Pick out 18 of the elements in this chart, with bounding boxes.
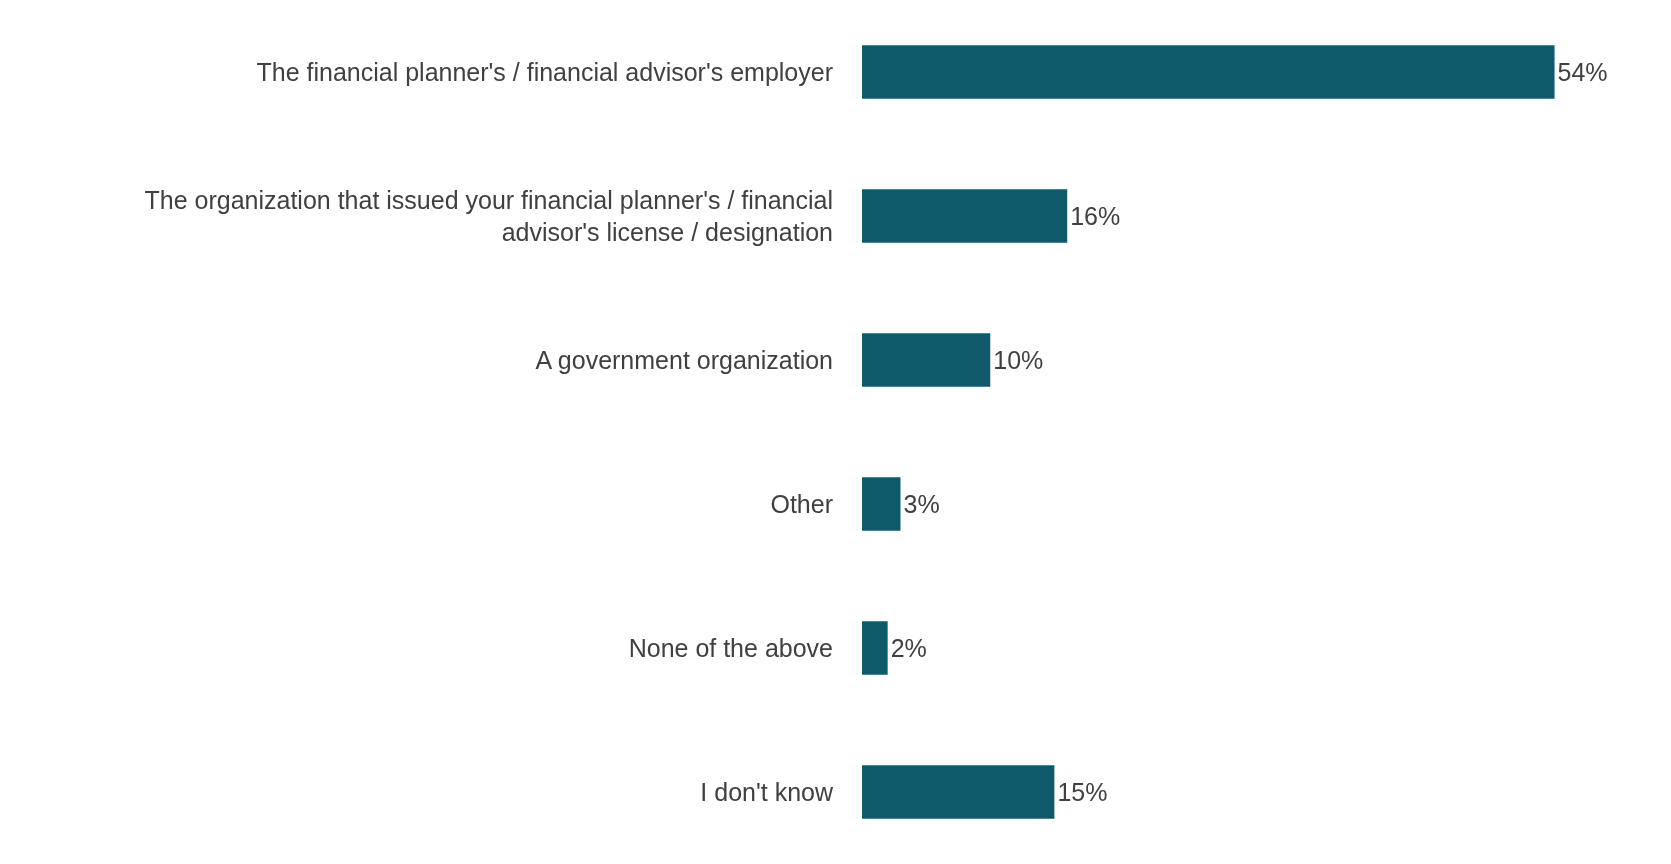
data-label: 3% <box>903 490 940 518</box>
bar <box>862 333 991 387</box>
y-tick-label: The financial planner's / financial advisor's employer <box>256 57 833 86</box>
data-label: 54% <box>1557 58 1608 86</box>
data-label: 10% <box>993 346 1044 374</box>
data-label: 16% <box>1070 202 1121 230</box>
bar <box>862 621 888 675</box>
data-label: 15% <box>1057 778 1108 806</box>
bar <box>862 189 1068 243</box>
y-tick-label: None of the above <box>628 633 833 662</box>
y-tick-label: A government organization <box>535 345 833 374</box>
y-tick-label: The organization that issued your financial planner's / financial advisor's license / designation <box>144 185 833 246</box>
y-tick-label: I don't know <box>700 777 834 806</box>
bar <box>862 45 1555 99</box>
bar <box>862 477 901 531</box>
bar <box>862 765 1055 819</box>
data-label: 2% <box>890 634 927 662</box>
y-tick-label: Other <box>770 489 833 518</box>
